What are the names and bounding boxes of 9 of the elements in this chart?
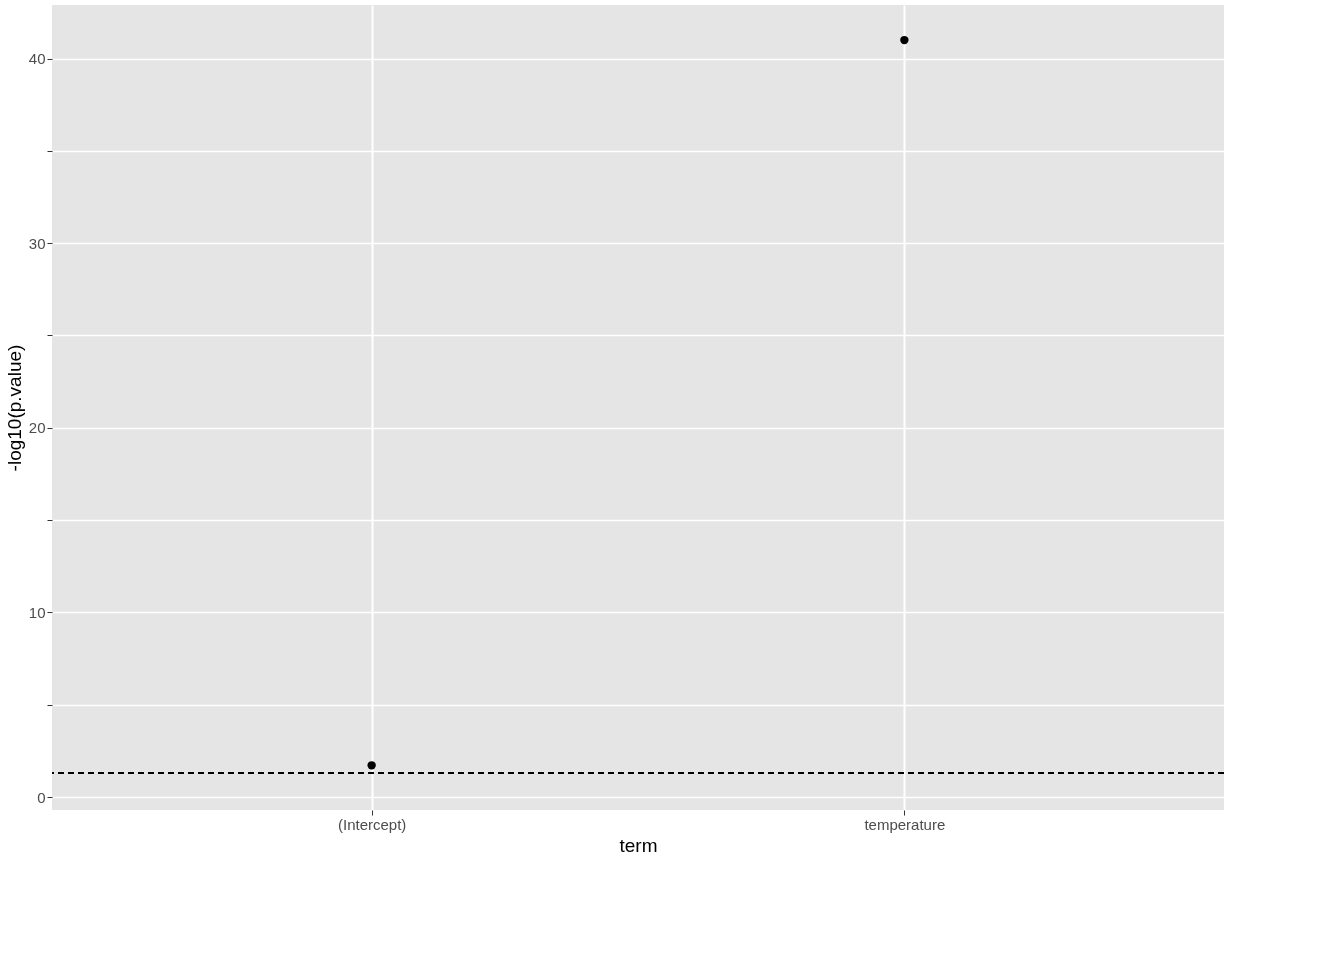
y-tick-label: 20 (28, 419, 46, 437)
x-tick-label: temperature (864, 815, 946, 833)
y-tick-label: 10 (28, 603, 46, 621)
y-tick-label: 0 (37, 788, 46, 806)
y-axis-title: -log10(p.value) (3, 344, 25, 472)
y-tick-label: 40 (28, 50, 46, 68)
y-tick-label: 30 (28, 234, 46, 252)
x-axis-title: term (619, 834, 658, 856)
x-tick-label: (Intercept) (337, 815, 407, 833)
